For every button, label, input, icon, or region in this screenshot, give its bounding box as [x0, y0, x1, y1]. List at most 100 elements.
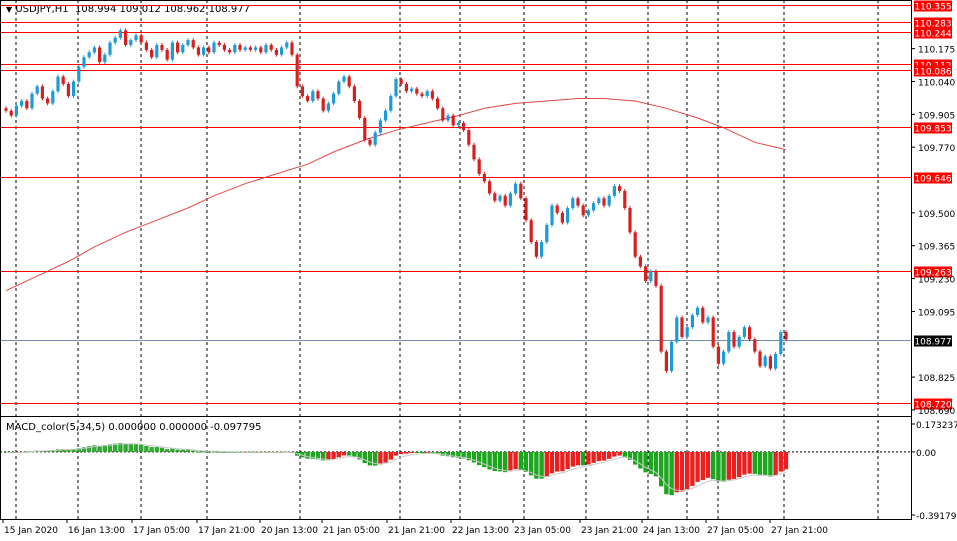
level-tag-bg-7 [914, 266, 952, 278]
price-tick-9: 108.690 [918, 407, 955, 417]
macd-bar-61 [321, 451, 326, 461]
candle-body-9 [51, 91, 55, 104]
candle-body-41 [217, 42, 221, 46]
macd-bar-70 [367, 451, 373, 466]
candle-body-15 [82, 57, 86, 67]
macd-bar-137 [716, 451, 721, 482]
macd-bar-12 [66, 449, 71, 452]
macd-bar-131 [685, 451, 690, 490]
candle-body-34 [181, 45, 185, 53]
candle-body-89 [467, 130, 471, 145]
macd-bar-148 [773, 451, 778, 476]
candle-body-61 [321, 98, 325, 111]
level-tag-0: 110.355 [914, 3, 951, 13]
macd-bar-95 [497, 451, 503, 472]
macd-bar-141 [737, 451, 742, 478]
macd-bar-83 [435, 451, 440, 455]
candle-body-122 [638, 256, 642, 267]
dropdown-arrow-icon[interactable]: ▼ [6, 5, 13, 14]
candle-body-27 [144, 42, 148, 50]
macd-bar-108 [565, 451, 570, 470]
macd-bar-72 [378, 451, 383, 465]
macd-bar-150 [783, 451, 789, 470]
time-axis[interactable]: 15 Jan 2020 16 Jan 13:00 17 Jan 05:00 17 Ja… [2, 519, 828, 536]
candle-body-17 [92, 47, 96, 53]
candle-body-47 [248, 47, 252, 50]
macd-bar-126 [659, 451, 664, 487]
candle-body-106 [555, 205, 559, 213]
macd-bar-99 [518, 451, 523, 470]
candle-body-49 [259, 47, 263, 53]
macd-bar-67 [352, 451, 357, 458]
macd-bar-86 [451, 451, 456, 458]
current-price-tag: 108.977 [914, 338, 951, 348]
candle-body-67 [352, 86, 356, 101]
candle-body-88 [462, 122, 466, 131]
candles [4, 28, 788, 373]
candle-body-83 [436, 98, 440, 109]
candle-body-24 [129, 40, 133, 46]
candle-body-16 [87, 52, 91, 58]
macd-bar-41 [217, 451, 222, 453]
macd-bar-100 [523, 451, 529, 473]
candle-body-14 [77, 66, 81, 82]
indicator-header: MACD_color(5,34,5) 0.000000 0.000000 -0.… [6, 422, 262, 433]
macd-bar-80 [419, 451, 425, 454]
macd-bar-142 [742, 451, 747, 475]
candle-body-59 [311, 91, 315, 101]
level-tag-2: 110.244 [914, 30, 951, 40]
price-axis[interactable]: 110.355110.283110.244110.112110.086109.8… [911, 0, 957, 523]
level-tag-7: 109.263 [914, 269, 951, 279]
macd-bar-120 [627, 451, 633, 460]
candle-body-6 [35, 86, 39, 94]
candle-body-146 [763, 356, 767, 367]
macd-bar-132 [690, 451, 695, 486]
candle-body-55 [290, 42, 294, 55]
candle-body-39 [207, 47, 211, 53]
macd-histogram [0, 443, 911, 496]
candle-body-36 [191, 40, 195, 48]
candle-body-76 [399, 79, 403, 84]
candle-body-140 [732, 332, 736, 347]
macd-bar-16 [87, 446, 92, 452]
candle-body-77 [404, 83, 408, 92]
candle-body-7 [40, 86, 44, 99]
price-tick-8: 108.825 [918, 374, 955, 384]
candle-body-124 [649, 271, 653, 281]
macd-bar-11 [61, 449, 66, 452]
time-label-0: 15 Jan 2020 [4, 526, 58, 536]
macd-bar-23 [123, 443, 128, 452]
candle-body-135 [706, 317, 710, 323]
candle-body-109 [571, 198, 575, 208]
macd-bar-149 [778, 451, 783, 472]
macd-bar-139 [726, 451, 731, 480]
macd-bar-20 [107, 444, 113, 452]
candle-body-50 [264, 45, 268, 53]
macd-bar-87 [456, 451, 461, 458]
candle-body-62 [326, 103, 330, 111]
candle-body-137 [716, 346, 720, 364]
macd-bar-130 [679, 451, 685, 492]
macd-bar-65 [341, 451, 347, 456]
level-tag-8: 108.720 [914, 401, 951, 411]
candle-body-53 [280, 47, 284, 55]
macd-bar-21 [113, 443, 118, 452]
candle-body-90 [472, 144, 476, 160]
candle-body-84 [441, 108, 445, 121]
macd-bar-24 [128, 443, 133, 452]
macd-bar-107 [560, 451, 565, 472]
candle-body-23 [124, 30, 128, 46]
candle-body-51 [269, 45, 273, 50]
candle-body-93 [488, 181, 492, 194]
candle-body-121 [633, 232, 637, 257]
candle-body-98 [514, 183, 518, 194]
candle-body-132 [690, 315, 694, 328]
candle-body-123 [644, 266, 648, 281]
macd-bar-104 [544, 451, 549, 477]
candle-body-102 [534, 242, 538, 257]
candle-body-43 [228, 49, 232, 53]
time-label-11: 27 Jan 05:00 [707, 526, 764, 536]
level-tag-bg-2 [914, 27, 952, 39]
macd-bar-77 [404, 451, 409, 454]
